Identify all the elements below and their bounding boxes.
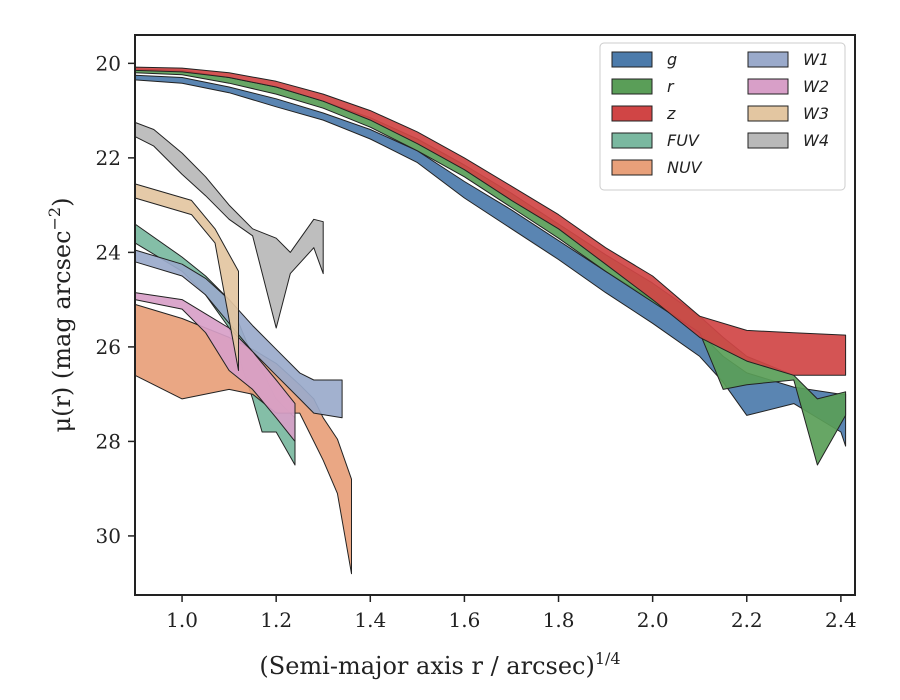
legend-swatch-fuv [611, 132, 653, 149]
legend-swatch-w4 [747, 132, 789, 149]
x-tick-label: 1.4 [354, 608, 386, 632]
legend-swatch-g [611, 51, 653, 68]
x-tick-label: 1.6 [449, 608, 481, 632]
x-axis-ticks: 1.0 1.2 1.4 1.6 1.8 2.0 2.2 2.4 [166, 595, 857, 632]
legend-swatch-w1 [747, 51, 789, 68]
y-tick-label: 30 [96, 524, 121, 548]
plot-frame [134, 34, 856, 596]
y-tick-label: 26 [96, 335, 121, 359]
y-axis-label: μ(r) (mag arcsec−2) [45, 198, 76, 433]
legend-swatch-nuv [611, 159, 653, 176]
band-w2 [134, 292, 296, 442]
band-z [134, 66, 847, 376]
x-tick-label: 2.4 [825, 608, 857, 632]
legend-label-w2: W2 [803, 77, 829, 96]
legend-label-fuv: FUV [667, 131, 700, 150]
legend-swatch-w2 [747, 78, 789, 95]
x-tick-label: 2.0 [637, 608, 669, 632]
y-tick-label: 20 [96, 51, 121, 75]
y-axis-ticks: 20 22 24 26 28 30 [96, 51, 135, 548]
legend-label-w3: W3 [803, 104, 829, 123]
x-tick-label: 1.8 [543, 608, 575, 632]
y-tick-label: 22 [96, 146, 121, 170]
x-tick-label: 1.2 [260, 608, 292, 632]
legend-label-w4: W4 [803, 131, 829, 150]
y-tick-label: 24 [96, 240, 121, 264]
band-w3 [134, 183, 239, 371]
legend: grz FUV NUV W1 W2 W3 W4 [599, 42, 846, 191]
legend-label-z: z [666, 104, 676, 123]
legend-label-nuv: NUV [667, 158, 703, 177]
legend-swatch-z [611, 105, 653, 122]
legend-swatch-w3 [747, 105, 789, 122]
x-tick-label: 1.0 [166, 608, 198, 632]
legend-label-g: g [667, 50, 677, 69]
band-w4 [134, 121, 324, 329]
legend-label-w1: W1 [803, 50, 829, 69]
legend-label-r: r [667, 77, 675, 96]
x-tick-label: 2.2 [731, 608, 763, 632]
y-tick-label: 28 [96, 429, 121, 453]
series-bands [134, 66, 847, 575]
legend-swatch-r [611, 78, 653, 95]
x-axis-label: (Semi-major axis r / arcsec)1/4 [259, 649, 620, 680]
